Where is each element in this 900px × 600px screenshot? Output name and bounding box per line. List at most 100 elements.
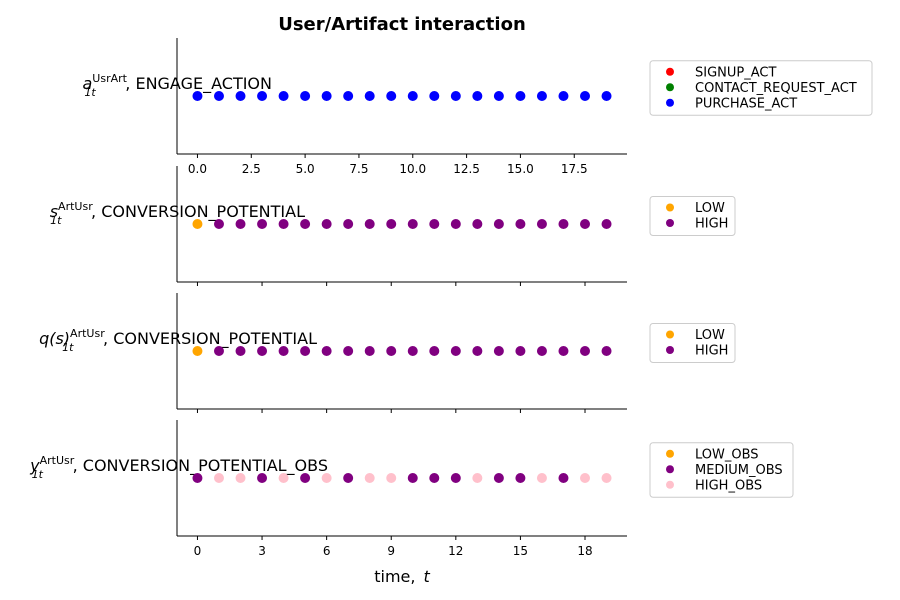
legend-entry: HIGH	[695, 217, 728, 232]
data-point	[300, 91, 311, 101]
data-point	[515, 91, 526, 101]
data-point	[192, 91, 203, 101]
data-point	[213, 219, 224, 229]
legend-marker	[666, 83, 674, 92]
x-axis-label-text: time,	[374, 567, 415, 586]
legend-entry: LOW_OBS	[695, 447, 759, 462]
data-point	[343, 219, 354, 229]
data-point	[429, 473, 440, 483]
y-label-rest: , CONVERSION_POTENTIAL_OBS	[73, 456, 328, 476]
data-point	[472, 91, 483, 101]
data-point	[536, 219, 547, 229]
data-point	[472, 346, 483, 356]
data-point	[192, 219, 203, 229]
y-label-superscript: ArtUsr	[40, 454, 75, 467]
data-point	[472, 219, 483, 229]
data-point	[515, 473, 526, 483]
data-point	[386, 91, 397, 101]
data-point	[321, 473, 332, 483]
data-point	[429, 91, 440, 101]
data-point	[278, 91, 289, 101]
y-label-rest: , CONVERSION_POTENTIAL	[103, 329, 317, 349]
y-label-symbol: s	[50, 202, 58, 221]
x-tick-label: 18	[577, 544, 592, 558]
y-label-superscript: ArtUsr	[58, 200, 93, 213]
data-point	[536, 473, 547, 483]
y-label-symbol: a	[82, 74, 92, 93]
data-point	[429, 219, 440, 229]
data-point	[300, 473, 311, 483]
y-axis-label: yArtUsr 1t , CONVERSION_POTENTIAL_OBS	[29, 454, 328, 481]
x-tick-label: 5.0	[296, 162, 315, 176]
data-point	[278, 346, 289, 356]
y-label-subscript: 1t	[32, 468, 44, 481]
legend-entry: LOW	[695, 328, 725, 343]
legend-entry: HIGH_OBS	[695, 478, 762, 493]
data-point	[300, 219, 311, 229]
data-point	[213, 91, 224, 101]
data-point	[558, 91, 569, 101]
data-point	[192, 473, 203, 483]
data-point	[278, 473, 289, 483]
legend-marker	[666, 465, 674, 474]
data-point	[407, 473, 418, 483]
data-point	[343, 346, 354, 356]
x-tick-label: 15	[513, 544, 528, 558]
data-point	[235, 219, 246, 229]
data-point	[493, 219, 504, 229]
legend-entry: CONTACT_REQUEST_ACT	[695, 81, 857, 96]
data-point	[364, 219, 375, 229]
data-point	[321, 219, 332, 229]
x-tick-label: 6	[323, 544, 331, 558]
data-point	[386, 346, 397, 356]
legend-box	[649, 442, 794, 498]
legend-marker	[666, 98, 674, 107]
panel-3: q(s)ArtUsr 1t , CONVERSION_POTENTIAL LOWHIG…	[39, 293, 736, 413]
data-point	[601, 346, 612, 356]
chart-title: User/Artifact interaction	[278, 14, 526, 35]
y-label-subscript: 1t	[50, 214, 62, 227]
x-axis-label-var: t	[423, 567, 430, 586]
legend-marker	[666, 449, 674, 458]
legend-marker	[666, 480, 674, 489]
data-point	[300, 346, 311, 356]
x-tick-label: 0	[194, 544, 202, 558]
x-tick-label: 7.5	[349, 162, 368, 176]
legend-marker	[666, 203, 674, 212]
data-point	[321, 346, 332, 356]
data-point	[536, 91, 547, 101]
x-tick-label: 2.5	[242, 162, 261, 176]
y-axis-label: q(s)ArtUsr 1t , CONVERSION_POTENTIAL	[39, 327, 317, 354]
data-point	[450, 219, 461, 229]
data-point	[536, 346, 547, 356]
panel-4: 0 3 6 9 12 15 18 yArtUsr 1t , CONVERSION_POTENTIA…	[29, 420, 794, 558]
data-point	[450, 346, 461, 356]
x-tick-label: 17.5	[561, 162, 588, 176]
data-point	[213, 473, 224, 483]
legend-entry: MEDIUM_OBS	[695, 463, 783, 478]
data-point	[364, 346, 375, 356]
data-point	[580, 346, 591, 356]
panel-1: 0.0 2.5 5.0 7.5 10.0 12.5 15.0 17.5 aUsrArt 1t , E…	[82, 38, 873, 176]
legend-entry: PURCHASE_ACT	[695, 96, 797, 111]
x-tick-label: 15.0	[507, 162, 534, 176]
legend-box	[649, 60, 873, 116]
data-point	[321, 91, 332, 101]
x-tick-label: 12.5	[453, 162, 480, 176]
x-tick-label: 3	[258, 544, 266, 558]
y-label-rest: , CONVERSION_POTENTIAL	[91, 202, 305, 222]
legend-marker	[666, 330, 674, 339]
data-point	[257, 91, 268, 101]
data-point	[386, 473, 397, 483]
data-point	[493, 473, 504, 483]
y-label-symbol: q(s)	[39, 329, 70, 348]
data-point	[278, 219, 289, 229]
data-point	[429, 346, 440, 356]
data-point	[558, 473, 569, 483]
y-axis-label: sArtUsr 1t , CONVERSION_POTENTIAL	[50, 200, 305, 227]
y-label-subscript: 1t	[62, 341, 74, 354]
data-point	[407, 346, 418, 356]
y-label-subscript: 1t	[84, 86, 96, 99]
